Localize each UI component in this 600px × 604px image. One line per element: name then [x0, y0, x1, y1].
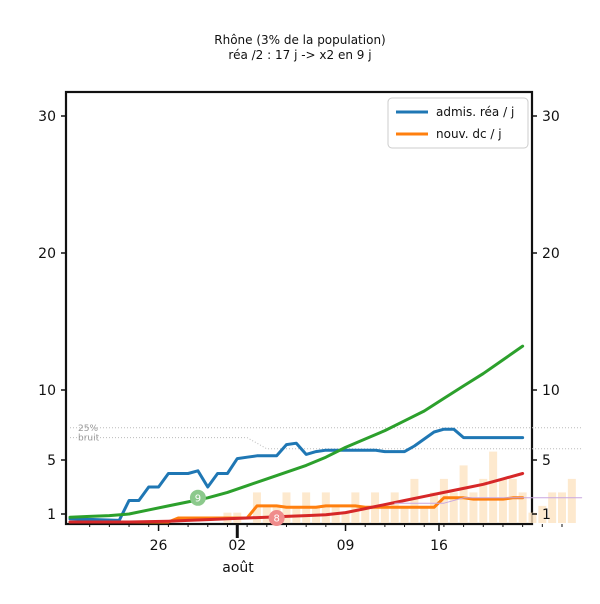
bar [292, 505, 301, 523]
bar [459, 465, 468, 523]
bar [498, 478, 507, 523]
bar [469, 492, 478, 523]
x-tick-label: 02 [228, 538, 246, 554]
y-tick-label-right: 20 [542, 246, 560, 262]
bar [528, 512, 537, 523]
x-tick-label: 26 [150, 538, 168, 554]
bar [548, 492, 557, 523]
bar [489, 451, 498, 523]
y-tick-label-right: 30 [542, 109, 560, 125]
bar [351, 492, 360, 523]
bar [321, 492, 330, 523]
bar [567, 478, 576, 523]
legend-label-dc: nouv. dc / j [436, 127, 502, 141]
bar [420, 505, 429, 523]
chart-subtitle: réa /2 : 17 j -> x2 en 9 j [228, 48, 371, 62]
bar [380, 505, 389, 523]
badge-label: 9 [195, 493, 201, 504]
legend: admis. réa / j nouv. dc / j [387, 97, 529, 149]
reference-lines: 25%bruit [70, 424, 582, 450]
bar [479, 478, 488, 523]
y-tick-label-left: 30 [38, 109, 56, 125]
badge-circle [189, 489, 206, 506]
bar [538, 505, 547, 523]
ref-line [70, 437, 582, 450]
x-tick-label: 09 [337, 538, 355, 554]
badge-label: 8 [273, 514, 279, 525]
bar [558, 492, 566, 523]
series-line-green [68, 344, 525, 519]
bar [410, 478, 419, 523]
series-line-adm [68, 427, 525, 522]
legend-label-adm: admis. réa / j [436, 105, 514, 119]
badge-circle [268, 510, 285, 526]
bar [439, 478, 448, 523]
series-line-purple [394, 497, 583, 504]
chart-title: Rhône (3% de la population) [214, 33, 385, 47]
plot-frame [64, 90, 534, 526]
axis-layer: 1 1 5 5 10 10 20 20 30 30 26 02 09 16 [38, 109, 563, 554]
x-axis-label: août [222, 560, 254, 576]
series-layer [68, 344, 583, 524]
ref-label: 25% [78, 424, 98, 434]
x-tick-label: 16 [430, 538, 448, 554]
series-line-red [68, 472, 525, 524]
bar [518, 492, 527, 523]
y-tick-label-left: 5 [47, 453, 56, 469]
y-tick-label-left: 1 [47, 507, 56, 523]
bar [400, 505, 409, 523]
bar [361, 505, 370, 523]
y-tick-label-right: 10 [542, 383, 560, 399]
y-tick-label-right: 1 [542, 507, 551, 523]
y-tick-label-left: 10 [38, 383, 56, 399]
bar [262, 505, 271, 523]
bar [449, 492, 458, 523]
bar [341, 512, 350, 523]
badge-layer: 98 [189, 489, 285, 526]
ref-label: bruit [78, 434, 100, 444]
y-tick-label-left: 20 [38, 246, 56, 262]
bar [508, 478, 517, 523]
y-tick-label-right: 5 [542, 453, 551, 469]
